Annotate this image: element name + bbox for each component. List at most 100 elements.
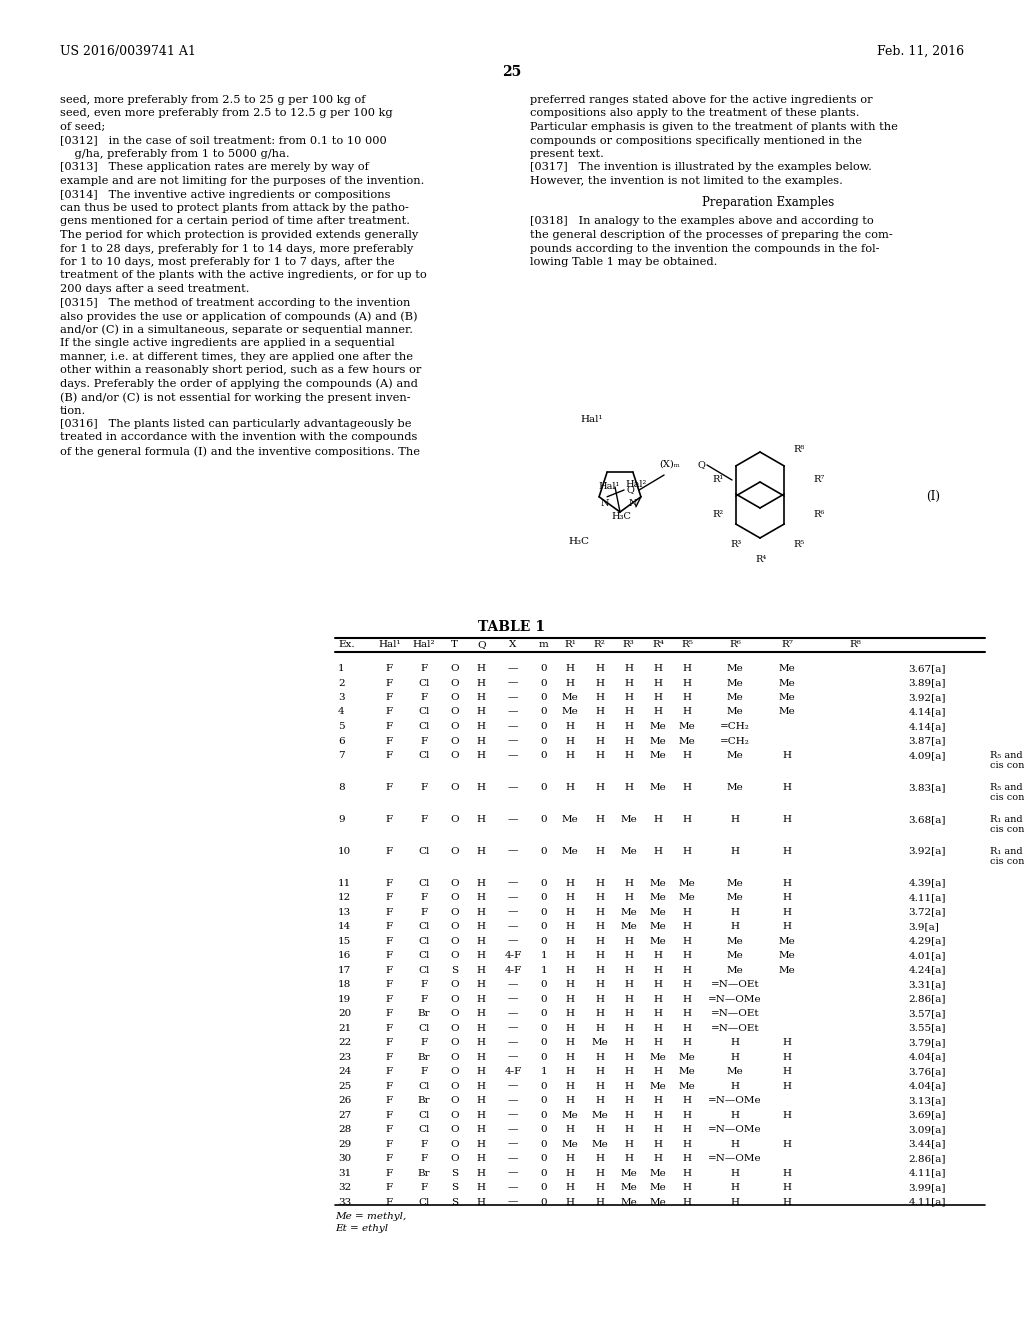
Text: Me = methyl,: Me = methyl, xyxy=(335,1212,407,1221)
Text: Me: Me xyxy=(591,1139,608,1148)
Text: Me: Me xyxy=(727,783,743,792)
Text: 3.57[a]: 3.57[a] xyxy=(908,1008,946,1018)
Text: Me: Me xyxy=(649,737,667,746)
Text: F: F xyxy=(421,1154,428,1163)
Text: H: H xyxy=(595,814,604,824)
Text: F: F xyxy=(386,1110,393,1119)
Text: H: H xyxy=(653,1096,663,1105)
Text: Me: Me xyxy=(778,708,796,717)
Text: If the single active ingredients are applied in a sequential: If the single active ingredients are app… xyxy=(60,338,394,348)
Text: compositions also apply to the treatment of these plants.: compositions also apply to the treatment… xyxy=(530,108,859,119)
Text: O: O xyxy=(451,894,459,902)
Text: H: H xyxy=(653,979,663,989)
Text: H: H xyxy=(566,1125,574,1134)
Text: H: H xyxy=(566,923,574,931)
Text: R³: R³ xyxy=(623,640,635,649)
Text: H: H xyxy=(625,937,633,945)
Text: lowing Table 1 may be obtained.: lowing Table 1 may be obtained. xyxy=(530,257,718,267)
Text: H: H xyxy=(625,783,633,792)
Text: example and are not limiting for the purposes of the invention.: example and are not limiting for the pur… xyxy=(60,176,424,186)
Text: O: O xyxy=(451,994,459,1003)
Text: 0: 0 xyxy=(541,1168,547,1177)
Text: the general description of the processes of preparing the com-: the general description of the processes… xyxy=(530,230,893,240)
Text: —: — xyxy=(508,1052,518,1061)
Text: H: H xyxy=(625,751,633,760)
Text: seed, more preferably from 2.5 to 25 g per 100 kg of: seed, more preferably from 2.5 to 25 g p… xyxy=(60,95,366,106)
Text: H: H xyxy=(683,966,692,974)
Text: H: H xyxy=(683,952,692,960)
Text: Me: Me xyxy=(621,1168,637,1177)
Text: H: H xyxy=(566,908,574,916)
Text: H: H xyxy=(477,814,485,824)
Text: H: H xyxy=(595,708,604,717)
Text: R⁵: R⁵ xyxy=(793,540,804,549)
Text: H: H xyxy=(625,1096,633,1105)
Text: Cl: Cl xyxy=(419,937,430,945)
Text: Me: Me xyxy=(679,1081,695,1090)
Text: Hal¹: Hal¹ xyxy=(598,482,620,491)
Text: 3.92[a]: 3.92[a] xyxy=(908,693,946,702)
Text: =N—OMe: =N—OMe xyxy=(709,1154,762,1163)
Text: H: H xyxy=(566,678,574,688)
Text: —: — xyxy=(508,664,518,673)
Text: Hal²: Hal² xyxy=(413,640,435,649)
Text: H: H xyxy=(477,908,485,916)
Text: H: H xyxy=(595,994,604,1003)
Text: H: H xyxy=(477,664,485,673)
Text: Cl: Cl xyxy=(419,952,430,960)
Text: R²: R² xyxy=(712,510,723,519)
Text: 3.13[a]: 3.13[a] xyxy=(908,1096,946,1105)
Text: 7: 7 xyxy=(338,751,345,760)
Text: 3.87[a]: 3.87[a] xyxy=(908,737,946,746)
Text: Me: Me xyxy=(562,708,579,717)
Text: H: H xyxy=(683,708,692,717)
Text: H: H xyxy=(595,1096,604,1105)
Text: H: H xyxy=(683,1183,692,1192)
Text: 0: 0 xyxy=(541,923,547,931)
Text: Me: Me xyxy=(679,737,695,746)
Text: H: H xyxy=(595,1023,604,1032)
Text: H: H xyxy=(653,1008,663,1018)
Text: H: H xyxy=(566,952,574,960)
Text: 200 days after a seed treatment.: 200 days after a seed treatment. xyxy=(60,284,250,294)
Text: O: O xyxy=(451,783,459,792)
Text: 4.09[a]: 4.09[a] xyxy=(908,751,946,760)
Text: treatment of the plants with the active ingredients, or for up to: treatment of the plants with the active … xyxy=(60,271,427,281)
Text: R⁴: R⁴ xyxy=(652,640,664,649)
Text: Feb. 11, 2016: Feb. 11, 2016 xyxy=(877,45,964,58)
Text: F: F xyxy=(386,814,393,824)
Text: 3.31[a]: 3.31[a] xyxy=(908,979,946,989)
Text: H: H xyxy=(653,1154,663,1163)
Text: Q: Q xyxy=(477,640,485,649)
Text: H: H xyxy=(477,846,485,855)
Text: O: O xyxy=(451,979,459,989)
Text: [0314]   The inventive active ingredients or compositions: [0314] The inventive active ingredients … xyxy=(60,190,390,199)
Text: H: H xyxy=(595,1183,604,1192)
Text: Me: Me xyxy=(727,952,743,960)
Text: =N—OMe: =N—OMe xyxy=(709,1096,762,1105)
Text: O: O xyxy=(451,1052,459,1061)
Text: Me: Me xyxy=(649,879,667,887)
Text: H: H xyxy=(477,722,485,731)
Text: H: H xyxy=(595,693,604,702)
Text: other within a reasonably short period, such as a few hours or: other within a reasonably short period, … xyxy=(60,366,421,375)
Text: Me: Me xyxy=(649,1168,667,1177)
Text: H: H xyxy=(782,1183,792,1192)
Text: —: — xyxy=(508,1197,518,1206)
Text: 0: 0 xyxy=(541,751,547,760)
Text: H: H xyxy=(782,751,792,760)
Text: F: F xyxy=(386,1125,393,1134)
Text: H: H xyxy=(595,846,604,855)
Text: Me: Me xyxy=(778,966,796,974)
Text: Me: Me xyxy=(649,1081,667,1090)
Text: H: H xyxy=(625,1008,633,1018)
Text: =N—OEt: =N—OEt xyxy=(711,1008,760,1018)
Text: F: F xyxy=(386,994,393,1003)
Text: O: O xyxy=(451,846,459,855)
Text: H: H xyxy=(566,751,574,760)
Text: H: H xyxy=(595,1125,604,1134)
Text: H: H xyxy=(566,1038,574,1047)
Text: Me: Me xyxy=(727,678,743,688)
Text: 0: 0 xyxy=(541,894,547,902)
Text: 11: 11 xyxy=(338,879,351,887)
